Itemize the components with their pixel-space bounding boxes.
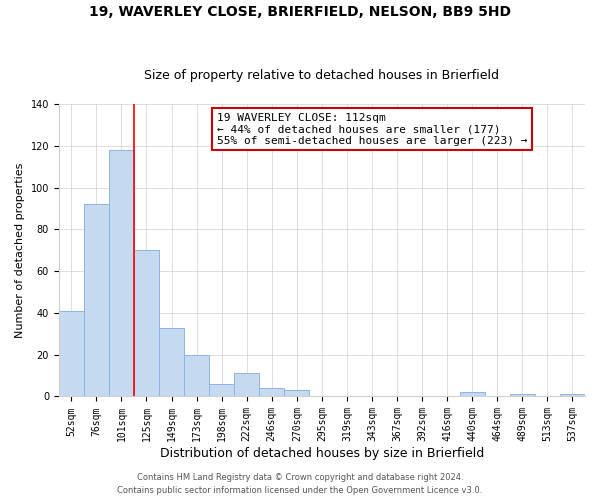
- Bar: [560, 394, 585, 396]
- Bar: [234, 374, 259, 396]
- Text: Contains HM Land Registry data © Crown copyright and database right 2024.
Contai: Contains HM Land Registry data © Crown c…: [118, 474, 482, 495]
- Bar: [510, 394, 535, 396]
- Text: 19 WAVERLEY CLOSE: 112sqm
← 44% of detached houses are smaller (177)
55% of semi: 19 WAVERLEY CLOSE: 112sqm ← 44% of detac…: [217, 113, 527, 146]
- Bar: [209, 384, 234, 396]
- Bar: [134, 250, 159, 396]
- Bar: [184, 354, 209, 397]
- X-axis label: Distribution of detached houses by size in Brierfield: Distribution of detached houses by size …: [160, 447, 484, 460]
- Bar: [259, 388, 284, 396]
- Bar: [109, 150, 134, 396]
- Bar: [159, 328, 184, 396]
- Bar: [59, 311, 84, 396]
- Bar: [284, 390, 310, 396]
- Text: 19, WAVERLEY CLOSE, BRIERFIELD, NELSON, BB9 5HD: 19, WAVERLEY CLOSE, BRIERFIELD, NELSON, …: [89, 5, 511, 19]
- Title: Size of property relative to detached houses in Brierfield: Size of property relative to detached ho…: [145, 69, 499, 82]
- Bar: [84, 204, 109, 396]
- Bar: [460, 392, 485, 396]
- Y-axis label: Number of detached properties: Number of detached properties: [15, 162, 25, 338]
